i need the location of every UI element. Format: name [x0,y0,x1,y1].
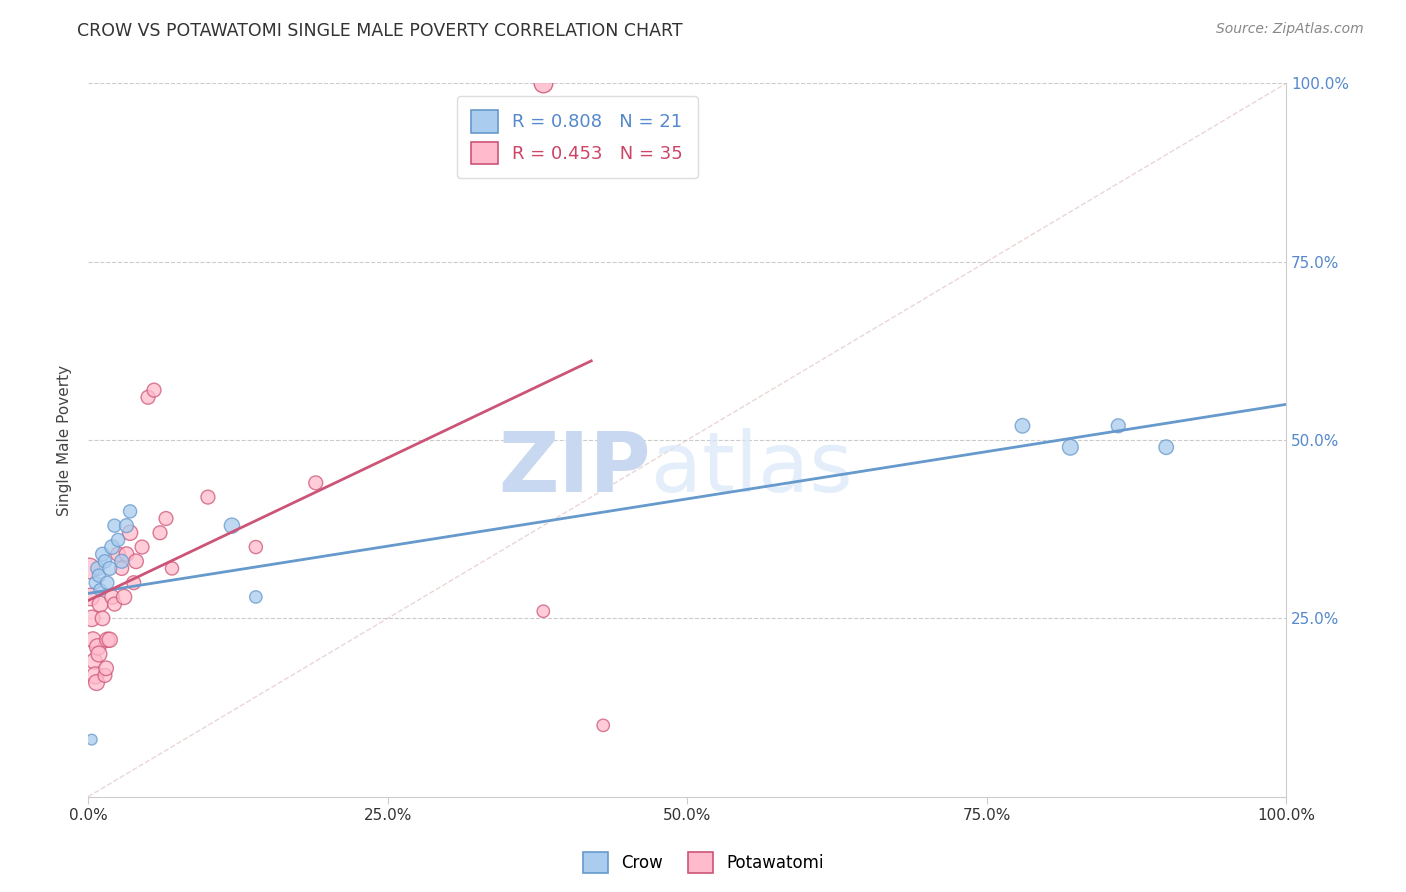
Point [245,540,267,554]
Point [1107,418,1129,433]
Point [136,390,159,404]
Point [96,632,118,647]
Point [112,590,135,604]
Point [89,597,111,611]
Point [197,490,219,504]
Point [122,575,145,590]
Point [103,518,125,533]
Point [531,77,554,91]
Point [94,554,117,568]
Point [96,575,118,590]
Point [83,654,105,668]
Point [131,540,153,554]
Point [115,547,138,561]
Point [115,518,138,533]
Point [245,590,267,604]
Point [89,582,111,597]
Point [80,732,103,747]
Point [98,632,121,647]
Point [107,547,129,561]
Point [1154,440,1177,454]
Point [592,718,614,732]
Point [98,561,121,575]
Point [87,568,110,582]
Point [91,611,114,625]
Point [101,540,124,554]
Point [87,640,110,654]
Point [149,525,172,540]
Point [125,554,148,568]
Y-axis label: Single Male Poverty: Single Male Poverty [58,365,72,516]
Point [111,561,134,575]
Point [160,561,183,575]
Point [111,554,134,568]
Point [94,661,117,675]
Point [103,597,125,611]
Point [107,533,129,547]
Point [80,611,103,625]
Legend: Crow, Potawatomi: Crow, Potawatomi [576,846,830,880]
Text: Source: ZipAtlas.com: Source: ZipAtlas.com [1216,22,1364,37]
Point [155,511,177,525]
Text: ZIP: ZIP [499,428,651,509]
Point [1011,418,1033,433]
Point [87,647,110,661]
Point [120,504,142,518]
Point [143,383,166,397]
Point [305,475,328,490]
Point [120,525,142,540]
Text: CROW VS POTAWATOMI SINGLE MALE POVERTY CORRELATION CHART: CROW VS POTAWATOMI SINGLE MALE POVERTY C… [77,22,683,40]
Point [221,518,243,533]
Point [79,590,101,604]
Point [101,590,124,604]
Point [84,575,107,590]
Point [91,547,114,561]
Point [79,561,101,575]
Point [94,668,117,682]
Point [86,675,108,690]
Text: atlas: atlas [651,428,853,509]
Point [84,668,107,682]
Point [82,632,104,647]
Point [1059,440,1081,454]
Legend: R = 0.808   N = 21, R = 0.453   N = 35: R = 0.808 N = 21, R = 0.453 N = 35 [457,96,697,178]
Point [531,604,554,618]
Point [87,561,110,575]
